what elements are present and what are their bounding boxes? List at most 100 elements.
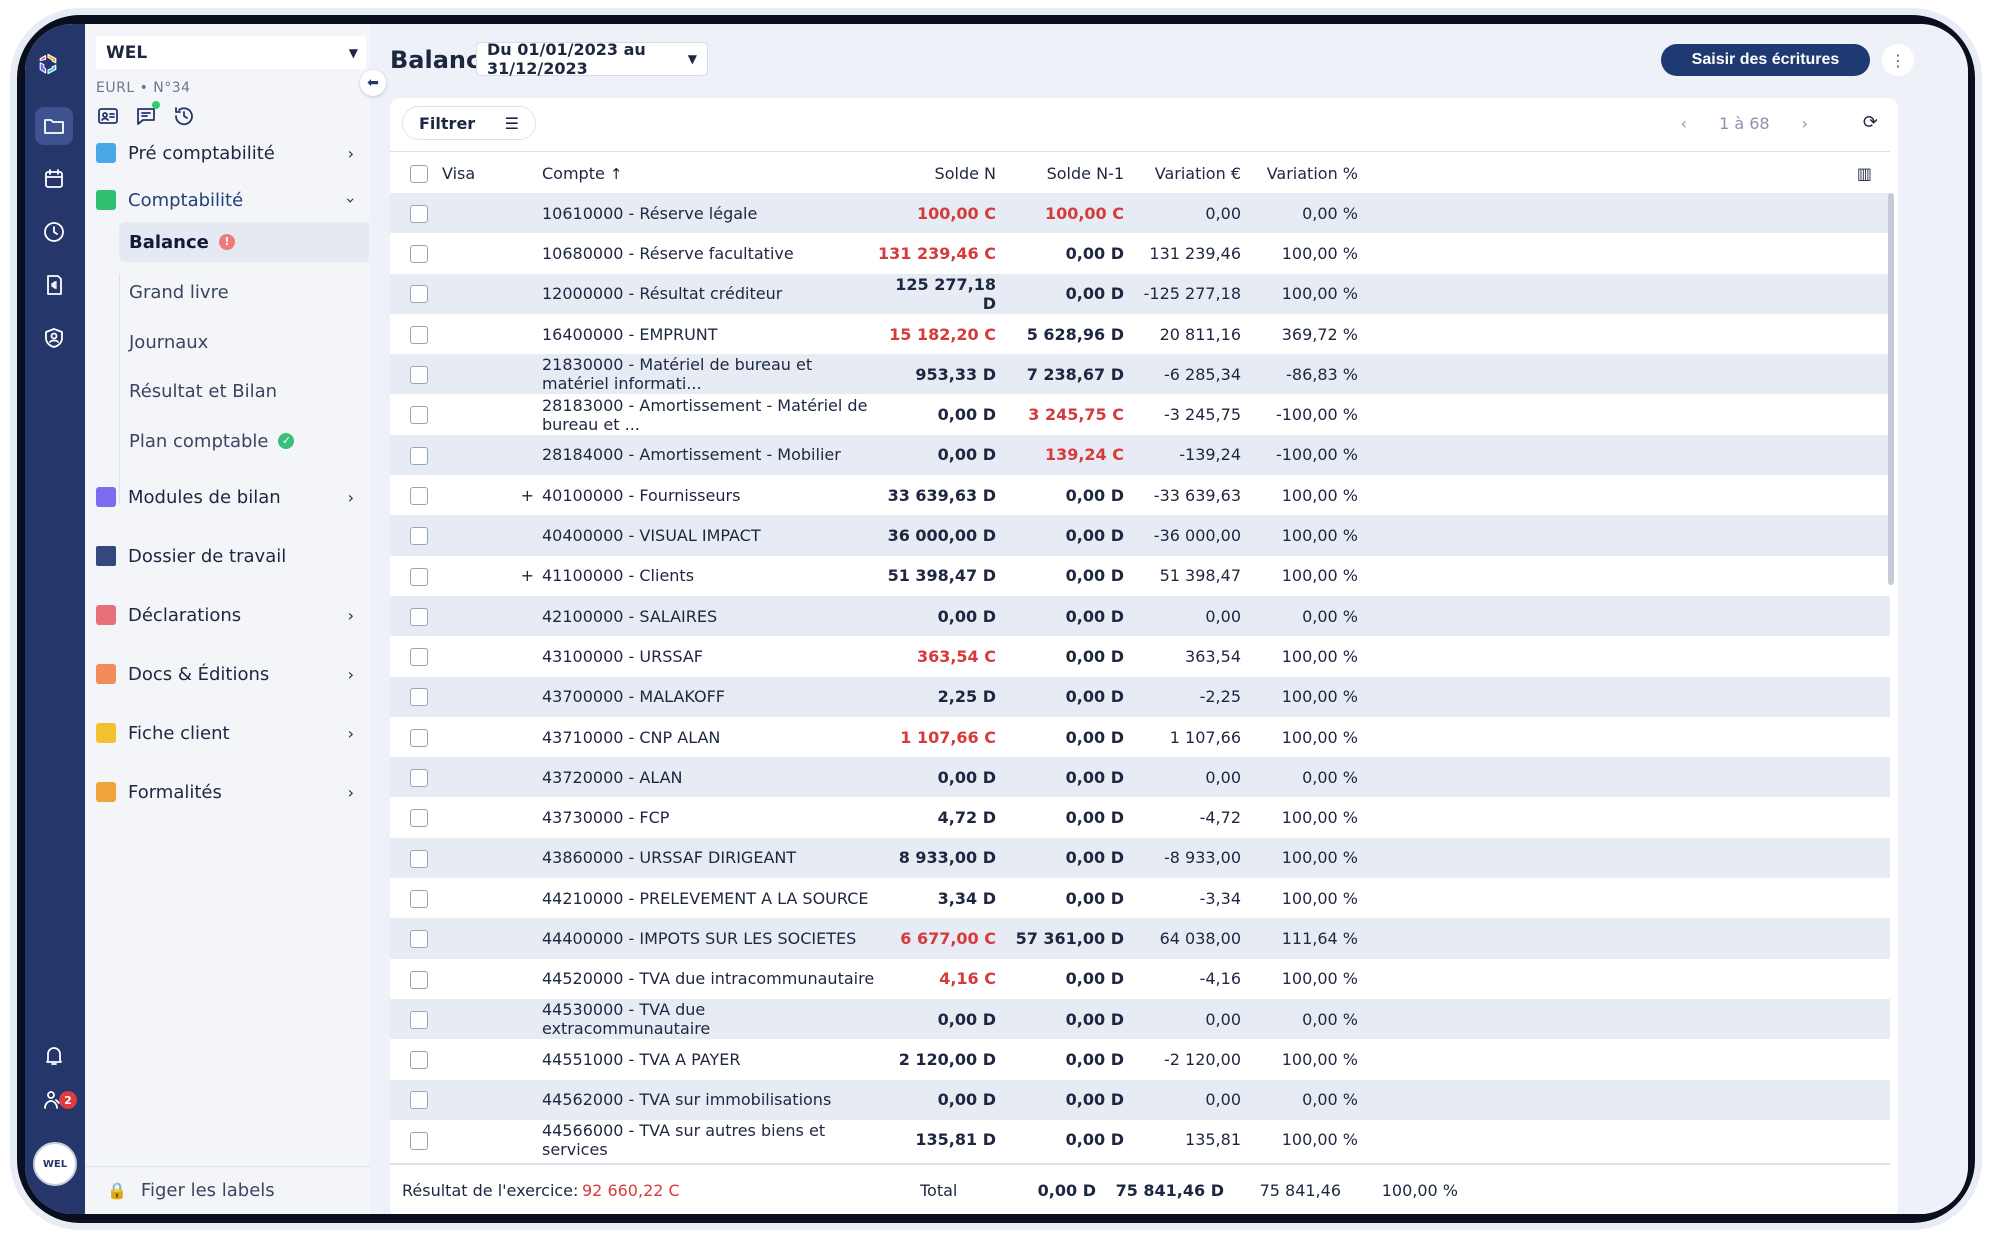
expand-icon[interactable]: [512, 394, 542, 434]
folder-icon[interactable]: [35, 107, 73, 145]
expand-icon[interactable]: [512, 676, 542, 717]
history-icon[interactable]: [172, 104, 196, 132]
subnav-grand-livre[interactable]: Grand livre: [119, 272, 369, 312]
row-checkbox[interactable]: [390, 1120, 442, 1160]
nav-dossier-travail[interactable]: Dossier de travail: [96, 536, 366, 576]
more-options-icon[interactable]: ⋮: [1882, 44, 1914, 76]
row-checkbox[interactable]: [390, 878, 442, 918]
col-visa[interactable]: Visa: [442, 163, 476, 183]
expand-icon[interactable]: [512, 878, 542, 918]
table-row[interactable]: 10610000 - Réserve légale 100,00 C 100,00 …: [390, 193, 1890, 234]
columns-icon[interactable]: ▥: [1856, 163, 1872, 183]
expand-icon[interactable]: [512, 434, 542, 476]
nav-fiche-client[interactable]: Fiche client ›: [96, 713, 366, 753]
expand-icon[interactable]: [512, 314, 542, 354]
expand-icon[interactable]: [512, 797, 542, 837]
nav-pre-compta[interactable]: Pré comptabilité ›: [96, 133, 366, 173]
expand-icon[interactable]: [512, 717, 542, 757]
avatar[interactable]: WEL: [33, 1142, 77, 1186]
expand-icon[interactable]: [512, 193, 542, 234]
nav-formalites[interactable]: Formalités ›: [96, 772, 366, 812]
row-checkbox[interactable]: [390, 837, 442, 879]
chat-icon[interactable]: [134, 101, 160, 132]
expand-icon[interactable]: [512, 595, 542, 637]
expand-icon[interactable]: [512, 1039, 542, 1079]
row-checkbox[interactable]: [390, 918, 442, 959]
subnav-plan-comptable[interactable]: Plan comptable ✓: [119, 421, 369, 461]
period-selector[interactable]: Du 01/01/2023 au 31/12/2023 ▼: [476, 40, 708, 78]
table-row[interactable]: 44530000 - TVA due extracommunautaire 0,0…: [390, 998, 1890, 1040]
table-row[interactable]: 43720000 - ALAN 0,00 D 0,00 D 0,00 0,00 %: [390, 757, 1890, 798]
expand-icon[interactable]: [512, 959, 542, 999]
expand-icon[interactable]: [512, 1120, 542, 1160]
expand-icon[interactable]: [512, 233, 542, 273]
table-row[interactable]: 43100000 - URSSAF 363,54 C 0,00 D 363,54 100…: [390, 636, 1890, 676]
expand-icon[interactable]: [512, 998, 542, 1040]
col-variation-pct[interactable]: Variation %: [1266, 163, 1358, 183]
invoice-euro-icon[interactable]: [35, 266, 73, 304]
row-checkbox[interactable]: [390, 233, 442, 273]
row-checkbox[interactable]: [390, 394, 442, 434]
expand-icon[interactable]: +: [520, 566, 534, 586]
table-row[interactable]: +41100000 - Clients 51 398,47 D 0,00 D 51 3…: [390, 556, 1890, 596]
table-row[interactable]: 16400000 - EMPRUNT 15 182,20 C 5 628,96 D 2…: [390, 314, 1890, 354]
table-row[interactable]: 44566000 - TVA sur autres biens et servi…: [390, 1120, 1890, 1160]
company-selector[interactable]: WEL ▼: [96, 36, 366, 69]
bell-icon[interactable]: [35, 1036, 73, 1074]
vertical-scrollbar[interactable]: [1888, 193, 1894, 585]
collapse-panel-button[interactable]: ⬅: [360, 70, 386, 96]
row-checkbox[interactable]: [390, 314, 442, 354]
row-checkbox[interactable]: [390, 193, 442, 234]
expand-icon[interactable]: +: [520, 485, 534, 505]
expand-icon[interactable]: [512, 515, 542, 556]
saisir-ecritures-button[interactable]: Saisir des écritures: [1661, 44, 1870, 76]
figer-labels-toggle[interactable]: 🔒 Figer les labels: [85, 1166, 370, 1214]
row-checkbox[interactable]: [390, 797, 442, 837]
calendar-icon[interactable]: [35, 160, 73, 198]
subnav-resultat-bilan[interactable]: Résultat et Bilan: [119, 371, 369, 411]
user-shield-icon[interactable]: [35, 319, 73, 357]
row-checkbox[interactable]: [390, 475, 442, 515]
clock-icon[interactable]: [35, 213, 73, 251]
expand-icon[interactable]: [512, 273, 542, 314]
table-row[interactable]: 28183000 - Amortissement - Matériel de b…: [390, 394, 1890, 434]
table-row[interactable]: 43700000 - MALAKOFF 2,25 D 0,00 D -2,25 100,…: [390, 676, 1890, 717]
table-row[interactable]: 44210000 - PRELEVEMENT A LA SOURCE 3,34 D…: [390, 878, 1890, 918]
nav-modules-bilan[interactable]: Modules de bilan ›: [96, 477, 366, 517]
row-checkbox[interactable]: [390, 434, 442, 476]
expand-icon[interactable]: [512, 757, 542, 798]
col-compte[interactable]: Compte ↑: [542, 153, 877, 193]
table-row[interactable]: 44400000 - IMPOTS SUR LES SOCIETES 6 677,…: [390, 918, 1890, 959]
filter-button[interactable]: Filtrer ☰: [402, 106, 536, 140]
col-solde-n[interactable]: Solde N: [934, 163, 996, 183]
expand-icon[interactable]: [512, 837, 542, 879]
table-row[interactable]: +40100000 - Fournisseurs 33 639,63 D 0,00 …: [390, 475, 1890, 515]
table-row[interactable]: 43860000 - URSSAF DIRIGEANT 8 933,00 D 0,0…: [390, 837, 1890, 879]
id-card-icon[interactable]: [96, 104, 120, 132]
table-row[interactable]: 42100000 - SALAIRES 0,00 D 0,00 D 0,00 0,00 …: [390, 595, 1890, 637]
row-checkbox[interactable]: [390, 676, 442, 717]
table-row[interactable]: 40400000 - VISUAL IMPACT 36 000,00 D 0,00 …: [390, 515, 1890, 556]
table-row[interactable]: 10680000 - Réserve facultative 131 239,46…: [390, 233, 1890, 273]
row-checkbox[interactable]: [390, 717, 442, 757]
row-checkbox[interactable]: [390, 959, 442, 999]
row-checkbox[interactable]: [390, 1039, 442, 1079]
row-checkbox[interactable]: [390, 515, 442, 556]
expand-icon[interactable]: [512, 918, 542, 959]
table-row[interactable]: 21830000 - Matériel de bureau et matérie…: [390, 354, 1890, 395]
table-row[interactable]: 43730000 - FCP 4,72 D 0,00 D -4,72 100,00 %: [390, 797, 1890, 837]
table-row[interactable]: 44551000 - TVA A PAYER 2 120,00 D 0,00 D -2…: [390, 1039, 1890, 1079]
row-checkbox[interactable]: [390, 273, 442, 314]
row-checkbox[interactable]: [390, 1079, 442, 1120]
table-row[interactable]: 28184000 - Amortissement - Mobilier 0,00 …: [390, 434, 1890, 476]
subnav-journaux[interactable]: Journaux: [119, 322, 369, 362]
row-checkbox[interactable]: [390, 757, 442, 798]
next-page-icon[interactable]: ›: [1801, 114, 1808, 133]
nav-comptabilite[interactable]: Comptabilité ›: [96, 180, 366, 220]
nav-declarations[interactable]: Déclarations ›: [96, 595, 366, 635]
expand-icon[interactable]: [512, 354, 542, 395]
row-checkbox[interactable]: [390, 556, 442, 596]
table-row[interactable]: 12000000 - Résultat créditeur 125 277,18 …: [390, 273, 1890, 314]
refresh-icon[interactable]: ⟳: [1862, 112, 1878, 133]
row-checkbox[interactable]: [390, 998, 442, 1040]
